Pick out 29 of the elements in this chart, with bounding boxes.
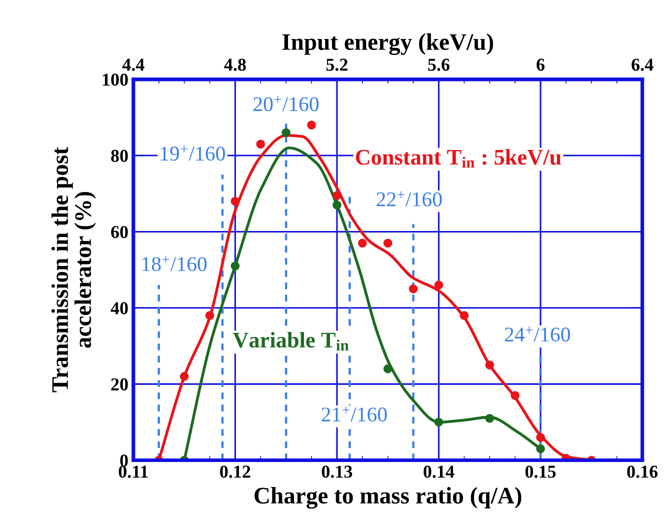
annotation: 21$^{+}$/160 bbox=[322, 406, 387, 422]
y-tick-label: 20 bbox=[111, 378, 128, 390]
x2-tick-label: 6.4 bbox=[632, 58, 654, 71]
y-tick-label: 40 bbox=[110, 302, 128, 314]
y-tick-label: 60 bbox=[111, 226, 128, 238]
y-tick-label: 0 bbox=[120, 454, 128, 467]
series-label: Constant T$_{in}$ : 5keV/u bbox=[356, 149, 562, 168]
x2-axis-title: Input energy (keV/u) bbox=[282, 33, 494, 55]
x-tick-label: 0.11 bbox=[118, 466, 148, 478]
x2-tick-label: 4.8 bbox=[224, 58, 246, 71]
x-axis-title: Charge to mass ratio (q/A) bbox=[254, 487, 522, 509]
x2-tick-label: 5.2 bbox=[326, 58, 348, 71]
annotation: 24$^{+}$/160 bbox=[504, 326, 570, 342]
y-axis-title: Transmission in the post accelerator (%) bbox=[51, 147, 96, 392]
annotation: 22$^{+}$/160 bbox=[376, 191, 442, 206]
y-tick-label: 80 bbox=[111, 150, 128, 162]
x-tick-label: 0.15 bbox=[525, 466, 556, 478]
x2-tick-label: 5.6 bbox=[428, 58, 450, 71]
x2-tick-label: 4.4 bbox=[122, 58, 144, 71]
series-label: Variable T$_{in}$ bbox=[232, 332, 349, 350]
annotation: 20$^{+}$/160 bbox=[254, 96, 319, 112]
x-tick-label: 0.12 bbox=[220, 466, 250, 478]
x-tick-label: 0.13 bbox=[322, 466, 352, 478]
x-tick-label: 0.14 bbox=[424, 466, 454, 478]
annotation: 19$^{+}$/160 bbox=[160, 146, 225, 161]
x-tick-label: 0.16 bbox=[627, 466, 658, 478]
annotation: 18$^{+}$/160 bbox=[142, 256, 207, 272]
x2-tick-label: 6 bbox=[536, 58, 545, 71]
y-tick-label: 100 bbox=[102, 74, 128, 86]
